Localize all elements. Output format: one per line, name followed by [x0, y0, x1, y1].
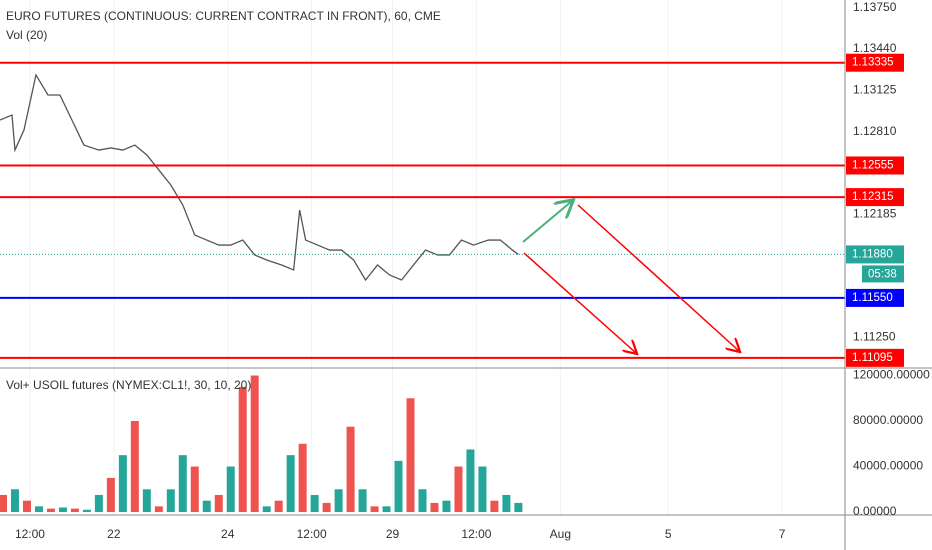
price-tag	[846, 288, 904, 307]
price-tag-label: 1.11095	[852, 352, 893, 364]
volume-bar	[418, 489, 427, 513]
x-tick-label: 22	[107, 527, 121, 541]
volume-bar	[166, 489, 175, 513]
y-tick-label: 0.00000	[853, 504, 897, 518]
volume-bar	[0, 494, 7, 513]
arrow	[522, 201, 572, 243]
volume-bar	[490, 500, 499, 513]
volume-bar	[262, 506, 271, 513]
volume-bar	[514, 502, 523, 513]
y-tick-label: 1.13125	[853, 83, 897, 97]
arrow	[523, 252, 636, 353]
volume-bar	[382, 506, 391, 513]
volume-bar	[430, 502, 439, 513]
volume-bar	[142, 489, 151, 513]
grid	[29, 0, 783, 515]
volume-bar	[70, 508, 79, 513]
volume-bar	[190, 466, 199, 513]
volume-bar	[214, 494, 223, 513]
price-tag	[846, 53, 904, 72]
volume-bar	[286, 455, 295, 513]
price-tag-label: 1.11880	[852, 248, 893, 260]
price-tag-label: 1.11550	[852, 292, 893, 304]
x-tick-label: 7	[779, 527, 786, 541]
volume-bar	[298, 443, 307, 513]
volume-bar	[274, 500, 283, 513]
labels: 1.13750 1.13440 1.13125 1.12810 1.12185 1.112…	[15, 0, 930, 541]
price-tag	[846, 188, 904, 207]
y-tick-label: 80000.00000	[853, 413, 923, 427]
price-tag	[846, 245, 904, 264]
volume-bar	[502, 494, 511, 513]
y-tick-label: 120000.00000	[853, 368, 930, 382]
chart-title: EURO FUTURES (CONTINUOUS: CURRENT CONTRA…	[6, 9, 441, 23]
volume-bar	[454, 466, 463, 513]
volume-bar	[178, 455, 187, 513]
volume-bar	[466, 449, 475, 513]
y-tick-label: 1.13440	[853, 41, 897, 55]
volume-bar	[34, 506, 43, 513]
volume-bar	[226, 466, 235, 513]
volume-bar	[358, 489, 367, 513]
volume-bar	[370, 506, 379, 513]
y-tick-label: 1.12185	[853, 206, 897, 220]
x-tick-label: 12:00	[461, 527, 491, 541]
countdown-tag	[862, 265, 904, 283]
volume-bar	[202, 500, 211, 513]
price-tag	[846, 156, 904, 175]
volume-bar	[94, 494, 103, 513]
volume-bar	[394, 460, 403, 513]
x-tick-label: 5	[665, 527, 672, 541]
price-tag-label: 1.12555	[852, 160, 894, 172]
volume-bar	[442, 500, 451, 513]
volume-bar	[82, 509, 91, 513]
volume-bar	[406, 398, 415, 513]
volume-bar	[106, 477, 115, 513]
volume-bar	[250, 375, 259, 513]
y-tick-label: 40000.00000	[853, 459, 923, 473]
marks	[0, 61, 845, 513]
volume-bar	[334, 489, 343, 513]
volume-bar	[22, 500, 31, 513]
x-tick-label: 12:00	[15, 527, 45, 541]
y-tick-label: 1.12810	[853, 124, 897, 138]
price-tag-label: 1.12315	[852, 191, 894, 203]
x-tick-label: 29	[386, 527, 400, 541]
y-tick-label: 1.13750	[853, 0, 897, 14]
y-tick-label: 1.11250	[853, 330, 896, 344]
x-tick-label: 24	[221, 527, 235, 541]
x-tick-label: 12:00	[297, 527, 327, 541]
price-line	[0, 73, 519, 282]
price-tag	[846, 348, 904, 367]
volume-bar	[46, 508, 55, 513]
volume-bar	[10, 489, 19, 513]
volume-bar	[130, 421, 139, 513]
x-tick-label: Aug	[550, 527, 571, 541]
pane-title: Vol+ USOIL futures (NYMEX:CL1!, 30, 10, …	[6, 378, 251, 392]
price-tag-label: 1.13335	[852, 57, 894, 69]
volume-bar	[154, 506, 163, 513]
volume-bar	[58, 507, 67, 513]
arrow	[577, 204, 739, 351]
subtitle: Vol (20)	[6, 28, 47, 42]
volume-bar	[310, 494, 319, 513]
volume-bar	[118, 455, 127, 513]
volume-bar	[478, 466, 487, 513]
volume-bar	[346, 426, 355, 513]
volume-bar	[238, 386, 247, 513]
countdown: 05:38	[868, 268, 897, 280]
volume-bar	[322, 502, 331, 513]
